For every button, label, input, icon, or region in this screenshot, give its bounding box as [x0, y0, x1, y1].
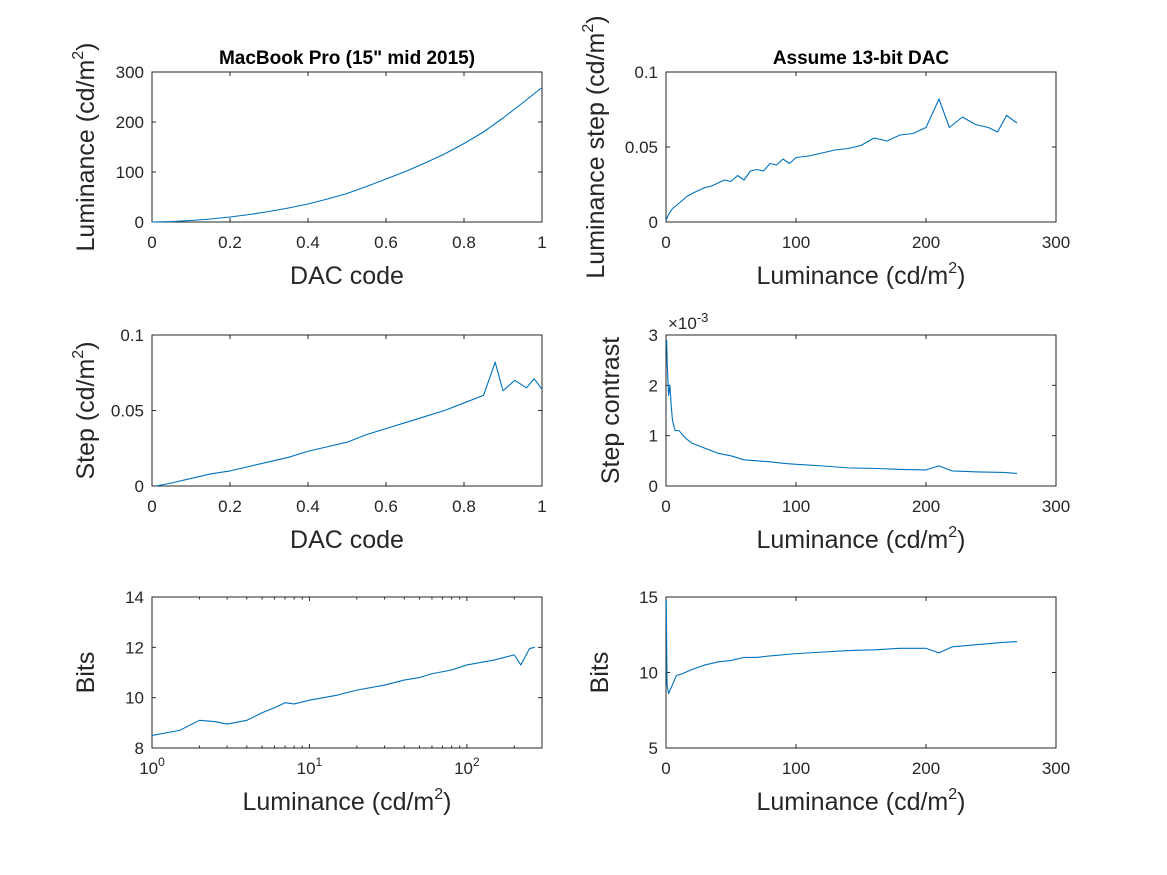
x-tick-label: 0.8: [452, 497, 476, 516]
x-tick-label: 100: [782, 497, 810, 516]
y-tick-label: 5: [649, 739, 658, 758]
y-tick-label: 0: [135, 213, 144, 232]
x-tick-label: 300: [1042, 759, 1070, 778]
y-axis-label: Step contrast: [597, 337, 625, 484]
x-tick-label: 0: [147, 233, 156, 252]
y-tick-label: 10: [125, 689, 144, 708]
x-axis-label: Luminance (cd/m2): [243, 786, 452, 816]
x-tick-label: 0: [147, 497, 156, 516]
subplot-1: 0 0.2 0.4 0.6 0.8 1 0 100 200 300 MacBook Pro (15"…: [70, 43, 547, 290]
series-line-1: [155, 361, 543, 487]
x-tick-label: 0.4: [296, 497, 320, 516]
y-tick-label: 12: [125, 638, 144, 657]
y-tick-label: 3: [649, 326, 658, 345]
x-tick-label: 0.2: [218, 233, 242, 252]
y-tick-label: 8: [135, 739, 144, 758]
x-tick-label: 0.4: [296, 233, 320, 252]
x-tick-label: 0.2: [218, 497, 242, 516]
y-tick-label: 1: [649, 427, 658, 446]
x-tick-label: 200: [912, 497, 940, 516]
y-tick-label: 0.05: [625, 138, 658, 157]
x-tick-label: 200: [912, 759, 940, 778]
y-tick-label: 200: [116, 113, 144, 132]
y-tick-label: 100: [116, 163, 144, 182]
x-axis-label: Luminance (cd/m2): [757, 260, 966, 290]
y-tick-label: 10: [639, 664, 658, 683]
y-axis-label: Bits: [72, 652, 100, 694]
x-tick-label: 0: [661, 497, 670, 516]
y-axis-label: Luminance (cd/m2): [70, 43, 100, 252]
x-tick-label: 0.6: [374, 233, 398, 252]
axes-box: [151, 596, 543, 749]
series-line-1: [666, 340, 1018, 474]
x-tick-label: 1: [537, 233, 546, 252]
y-tick-label: 0.1: [634, 63, 658, 82]
x-axis-label: DAC code: [290, 526, 404, 554]
x-tick-label: 0.6: [374, 497, 398, 516]
x-tick-label: 300: [1042, 497, 1070, 516]
series-line-1: [665, 600, 1018, 695]
x-tick-label: 1: [537, 497, 546, 516]
y-axis-label: Step (cd/m2): [70, 341, 100, 479]
series-line-1: [151, 646, 535, 736]
plot-title: MacBook Pro (15" mid 2015): [219, 48, 475, 69]
x-tick-label: 0.8: [452, 233, 476, 252]
x-tick-label: 200: [912, 233, 940, 252]
subplot-6: 0 100 200 300 5 10 15 Luminance (cd/m2) Bits: [586, 588, 1070, 816]
y-tick-label: 0: [649, 213, 658, 232]
axes-box: [151, 71, 543, 223]
y-tick-label: 0.1: [120, 326, 144, 345]
plot-title: Assume 13-bit DAC: [773, 48, 950, 69]
x-tick-label: 100: [782, 233, 810, 252]
axes-box: [665, 334, 1057, 487]
y-tick-label: 0.05: [111, 402, 144, 421]
series-line-1: [665, 98, 1018, 221]
y-axis-label: Luminance step (cd/m2): [580, 15, 610, 278]
x-tick-label: 0: [661, 759, 670, 778]
subplot-3: 0 0.2 0.4 0.6 0.8 1 0 0.05 0.1 DAC code Step (cd/m…: [70, 326, 547, 554]
x-axis-label: Luminance (cd/m2): [757, 786, 966, 816]
x-tick-label: 100: [782, 759, 810, 778]
y-tick-label: 15: [639, 588, 658, 607]
y-axis-label: Bits: [586, 652, 614, 694]
y-tick-label: 14: [125, 588, 144, 607]
series-line-1: [151, 87, 543, 223]
y-tick-label: 300: [116, 63, 144, 82]
x-axis-label: DAC code: [290, 262, 404, 290]
y-tick-label: 2: [649, 376, 658, 395]
x-axis-label: Luminance (cd/m2): [757, 524, 966, 554]
subplot-2: 0 100 200 300 0 0.05 0.1 Assume 13-bit DAC Lumin…: [580, 15, 1070, 290]
y-tick-label: 0: [135, 477, 144, 496]
x-tick-label: 0: [661, 233, 670, 252]
x-tick-label: 300: [1042, 233, 1070, 252]
y-tick-label: 0: [649, 477, 658, 496]
